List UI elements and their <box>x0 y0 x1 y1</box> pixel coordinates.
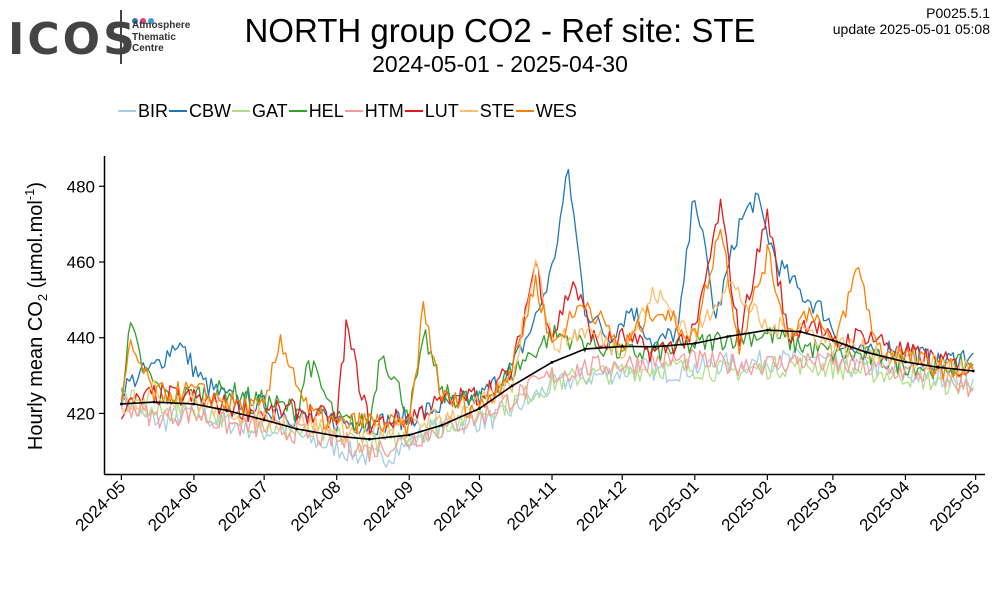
reference-point <box>440 423 444 427</box>
reference-point <box>726 335 729 338</box>
reference-point <box>936 365 940 369</box>
y-ticks: 420 440 460 480 <box>67 177 105 423</box>
y-tick-label: 460 <box>67 253 95 272</box>
x-tick-label: 2024-05 <box>72 477 130 535</box>
reference-point <box>550 360 554 364</box>
reference-point <box>262 418 266 422</box>
reference-point <box>335 434 339 438</box>
logo-separator <box>120 10 122 64</box>
legend-swatch <box>118 110 136 112</box>
legend-item-cbw: CBW <box>169 100 231 122</box>
reference-point <box>510 384 514 388</box>
legend-label: WES <box>535 101 577 121</box>
reference-point <box>693 342 697 345</box>
legend-swatch <box>344 110 363 112</box>
logo-dot-3 <box>148 18 154 24</box>
legend-swatch <box>459 110 478 112</box>
y-label-part-1: Hourly mean CO <box>25 301 47 450</box>
legend-item-wes: WES <box>515 100 577 122</box>
reference-point <box>971 369 975 373</box>
logo-dot-1 <box>132 18 138 24</box>
legend-item-hel: HEL <box>288 100 344 122</box>
legend-label: HEL <box>308 101 344 121</box>
chart-title: NORTH group CO2 - Ref site: STE <box>244 12 756 49</box>
x-tick-label: 2024-08 <box>287 477 345 535</box>
y-tick-label: 480 <box>67 177 95 196</box>
y-label-part-2: (µmol.mol <box>25 200 47 294</box>
axes <box>103 156 985 476</box>
chart-subtitle: 2024-05-01 - 2025-04-30 <box>372 51 628 77</box>
legend-swatch <box>169 110 188 112</box>
legend-swatch <box>232 110 251 112</box>
icos-logo: ICOS Atmosphere Thematic Centre <box>8 8 208 68</box>
reference-point <box>904 360 907 364</box>
x-tick-label: 2024-07 <box>214 477 272 535</box>
y-label-part-3: ) <box>25 182 47 189</box>
logo-wordmark: ICOS <box>8 14 138 65</box>
x-tick-label: 2025-01 <box>645 477 703 535</box>
x-tick-label: 2024-12 <box>573 477 631 535</box>
x-tick-label: 2024-10 <box>430 477 488 535</box>
legend-item-gat: GAT <box>232 100 288 122</box>
reference-point <box>620 345 624 348</box>
logo-dots <box>132 11 156 24</box>
version-label: P0025.5.1 <box>926 5 990 21</box>
legend-item-ste: STE <box>459 100 515 122</box>
logo-dot-2 <box>140 18 146 24</box>
reference-point <box>295 427 299 431</box>
legend-label: BIR <box>138 101 169 121</box>
series-line-ste <box>120 259 974 443</box>
x-tick-label: 2025-05 <box>926 477 984 535</box>
series-line-htm <box>120 348 974 463</box>
reference-point <box>765 328 769 332</box>
x-ticks: 2024-05 2024-06 2024-07 2024-08 2024-09 2024-… <box>72 474 984 535</box>
y-tick-label: 440 <box>67 329 95 348</box>
series-line-wes <box>120 228 974 438</box>
x-tick-label: 2025-03 <box>783 477 841 535</box>
series-line-bir <box>120 348 974 468</box>
legend-swatch <box>288 110 307 112</box>
reference-point <box>407 433 411 437</box>
reference-point <box>192 402 196 406</box>
logo-line-3: Centre <box>132 43 164 54</box>
reference-point <box>152 400 156 404</box>
x-tick-label: 2024-06 <box>144 477 202 535</box>
reference-point <box>478 407 481 410</box>
legend-swatch <box>515 110 534 112</box>
y-label-superscript: -1 <box>22 189 37 201</box>
legend-item-bir: BIR <box>118 100 168 122</box>
reference-point <box>653 345 657 349</box>
plot-lines <box>120 168 975 468</box>
reference-point <box>798 330 802 334</box>
legend-item-htm: HTM <box>344 100 404 122</box>
reference-point <box>864 350 867 354</box>
x-tick-label: 2024-09 <box>360 477 418 535</box>
logo-line-1: Atmosphere <box>132 20 191 31</box>
y-tick-label: 420 <box>67 404 95 423</box>
legend-item-lut: LUT <box>404 100 459 122</box>
x-tick-label: 2025-04 <box>856 477 914 535</box>
reference-point <box>368 437 371 441</box>
reference-point <box>831 339 835 342</box>
update-timestamp: update 2025-05-01 05:08 <box>832 21 990 37</box>
reference-point <box>120 402 123 406</box>
legend-swatch <box>404 110 423 112</box>
logo-line-2: Thematic <box>132 31 176 43</box>
legend-label: LUT <box>424 101 459 121</box>
logo-subtitle: Atmosphere Thematic Centre <box>132 20 190 55</box>
legend-label: GAT <box>252 101 288 121</box>
legend-label: STE <box>479 101 515 121</box>
legend-label: CBW <box>189 101 232 121</box>
legend: BIR CBW GAT HEL HTM LUT STE WES <box>118 100 578 122</box>
y-axis-label: Hourly mean CO2 (µmol.mol-1) <box>22 182 50 450</box>
y-label-subscript: 2 <box>35 294 50 301</box>
reference-point <box>225 409 229 412</box>
reference-point <box>583 347 587 351</box>
x-tick-label: 2024-11 <box>503 477 560 534</box>
legend-label: HTM <box>364 101 404 121</box>
x-tick-label: 2025-02 <box>718 477 776 535</box>
